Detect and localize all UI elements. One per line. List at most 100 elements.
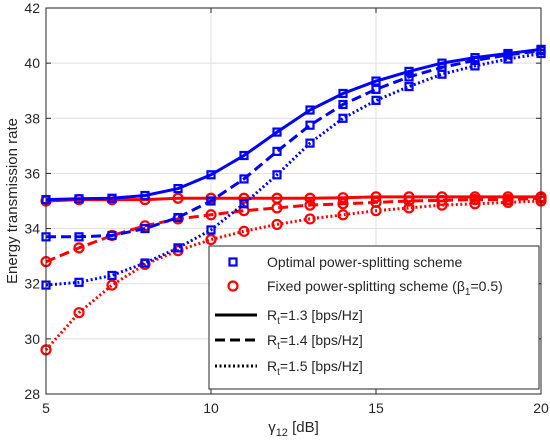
data-point [404, 81, 414, 92]
legend-label: Rt=1.5 [bps/Hz] [267, 358, 363, 378]
x-tick-label: 10 [203, 400, 219, 416]
x-tick-label: 15 [368, 400, 384, 416]
legend-marker-circle [227, 280, 239, 292]
legend-item: Rt=1.4 [bps/Hz] [215, 332, 363, 352]
data-point [205, 209, 217, 221]
data-point [107, 230, 117, 241]
series-line [45, 52, 542, 287]
legend-item: Rt=1.5 [bps/Hz] [215, 358, 363, 378]
legend-item: Fixed power-splitting scheme (β1=0.5) [227, 278, 503, 298]
x-axis-label-subscript: 12 [276, 427, 288, 439]
data-point [239, 174, 249, 184]
legend-label-text: Fixed power-splitting scheme ( [267, 278, 457, 294]
legend-label-suffix: =0.5) [470, 278, 502, 294]
data-point [140, 223, 150, 234]
data-point [74, 194, 84, 204]
legend: Optimal power-splitting scheme Fixed powe… [208, 245, 540, 390]
data-point [305, 105, 315, 115]
series-line [45, 47, 542, 202]
legend-label: Optimal power-splitting scheme [267, 254, 463, 270]
data-point [503, 54, 513, 64]
x-axis-label-symbol: γ [268, 419, 276, 436]
data-point [305, 120, 315, 130]
data-point [271, 218, 283, 231]
legend-label: Rt=1.4 [bps/Hz] [267, 332, 363, 352]
y-tick-label: 42 [24, 0, 40, 16]
data-point [206, 225, 216, 235]
data-point [436, 194, 448, 207]
data-point [173, 212, 183, 223]
data-point [73, 307, 85, 319]
data-point [338, 99, 348, 110]
data-point [404, 72, 414, 82]
legend-label-suffix: =1.5 [bps/Hz] [280, 358, 363, 374]
x-axis-label-unit: [dB] [288, 419, 319, 436]
data-point [238, 205, 250, 217]
plot-frame [45, 7, 542, 395]
data-point [304, 199, 316, 211]
data-point [470, 55, 480, 65]
data-point [371, 84, 381, 94]
legend-label-text: R [267, 307, 277, 323]
legend-label-subscript: 1 [465, 287, 471, 298]
series-line [45, 195, 541, 203]
legend-label: Rt=1.3 [bps/Hz] [267, 307, 363, 327]
y-tick-label: 32 [24, 276, 40, 292]
data-point [304, 192, 316, 204]
data-point [74, 277, 84, 287]
data-point [272, 170, 282, 180]
y-tick-label: 28 [24, 386, 40, 402]
series-optimal-solid [41, 44, 546, 205]
data-point [74, 232, 84, 242]
data-point [371, 76, 381, 86]
y-tick-label: 40 [24, 55, 40, 71]
legend-label-text: R [267, 358, 277, 374]
data-point [271, 202, 283, 214]
series-layer [40, 44, 547, 356]
legend-label-subscript: t [277, 316, 280, 327]
legend-label-suffix: =1.3 [bps/Hz] [280, 307, 363, 323]
data-point [239, 150, 249, 161]
data-point [206, 170, 216, 180]
data-point [239, 199, 249, 209]
y-tick-label: 30 [24, 331, 40, 347]
legend-item: Optimal power-splitting scheme [228, 254, 463, 270]
data-point [73, 242, 85, 254]
data-point [502, 196, 514, 208]
data-point [470, 61, 480, 71]
legend-label-suffix: =1.4 [bps/Hz] [280, 332, 363, 348]
legend-item: Rt=1.3 [bps/Hz] [215, 307, 363, 327]
legend-label-subscript: t [277, 367, 280, 378]
data-point [206, 196, 216, 206]
axis-ticks: 5 10 15 20 28 30 32 34 36 38 40 42 [24, 0, 549, 416]
data-point [437, 69, 447, 79]
y-tick-label: 36 [24, 165, 40, 181]
series-optimal-dashed [41, 46, 546, 242]
y-axis-label: Energy transmission rate [4, 118, 21, 284]
data-point [371, 95, 381, 105]
x-tick-label: 20 [533, 400, 549, 416]
data-point [272, 146, 282, 156]
legend-marker-square [228, 257, 238, 267]
data-point [140, 190, 150, 201]
data-point [173, 243, 183, 253]
data-point [272, 127, 282, 137]
data-point [436, 199, 448, 211]
series-line [46, 49, 542, 239]
y-tick-label: 34 [24, 221, 40, 237]
data-point [172, 192, 184, 204]
data-point [337, 192, 349, 204]
x-tick-label: 5 [42, 400, 50, 416]
data-point [403, 195, 415, 207]
data-point [238, 225, 250, 237]
data-point [304, 213, 316, 225]
legend-box [208, 245, 540, 390]
data-point [404, 66, 414, 77]
data-point [205, 234, 217, 246]
data-point [337, 209, 349, 221]
x-axis-label: γ12 [dB] [268, 419, 319, 439]
data-point [107, 193, 117, 203]
data-point [337, 198, 349, 210]
legend-label-text: R [267, 332, 277, 348]
